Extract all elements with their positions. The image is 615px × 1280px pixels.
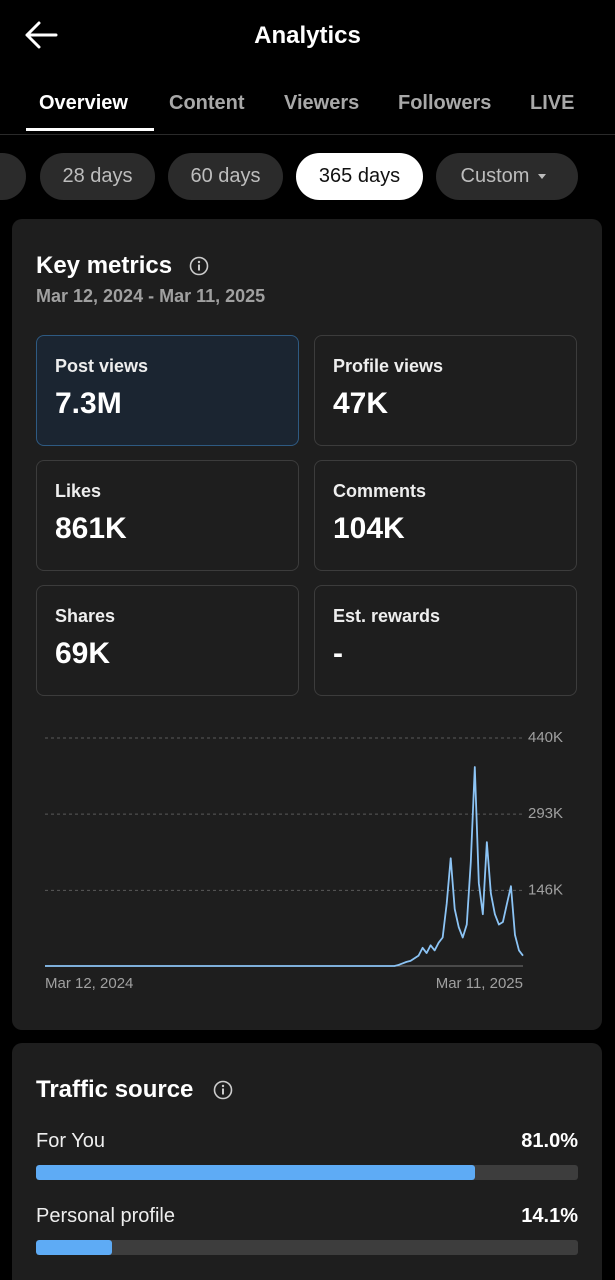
metric-value: 104K: [333, 512, 405, 545]
range-pill[interactable]: Custom: [436, 153, 578, 200]
tab-underline: [26, 128, 154, 131]
bar-track: [36, 1165, 578, 1180]
info-icon[interactable]: [212, 1079, 234, 1101]
metric-label: Comments: [333, 481, 427, 501]
bar: [36, 1165, 476, 1180]
metric-value: 69K: [55, 637, 111, 670]
metric-card[interactable]: Post views 7.3M: [36, 335, 299, 446]
section-title: Traffic source: [36, 1076, 194, 1103]
metric-label: Shares: [55, 606, 116, 626]
metric-card[interactable]: Comments 104K: [314, 460, 577, 571]
tab[interactable]: Overview: [39, 92, 128, 114]
traffic-value: 81.0%: [521, 1130, 578, 1152]
page-title: Analytics: [254, 22, 361, 49]
traffic-label: For You: [36, 1130, 105, 1152]
dropdown-icon: [538, 173, 547, 179]
metric-value: -: [333, 637, 343, 670]
bar-track: [36, 1240, 578, 1255]
range-pill[interactable]: 60 days: [168, 153, 283, 200]
pill-label: Custom: [460, 165, 530, 187]
traffic-value: 14.1%: [521, 1205, 578, 1227]
info-icon[interactable]: [188, 255, 210, 277]
date-range: Mar 12, 2024 - Mar 11, 2025: [36, 286, 266, 306]
y-tick-label: 146K: [528, 881, 563, 898]
metric-value: 7.3M: [55, 387, 122, 420]
chart: 146K 293K 440K Mar 12, 2024 Mar 11, 2025: [45, 729, 563, 992]
traffic-label: Personal profile: [36, 1205, 175, 1227]
metric-value: 47K: [333, 387, 389, 420]
line-series: [45, 766, 524, 967]
range-pill[interactable]: [0, 153, 26, 200]
section-title: Key metrics: [36, 252, 173, 279]
tab[interactable]: LIVE: [530, 92, 575, 114]
metric-label: Est. rewards: [333, 606, 441, 626]
range-pill[interactable]: 28 days: [40, 153, 155, 200]
metric-card[interactable]: Est. rewards -: [314, 585, 577, 696]
x-tick-label: Mar 12, 2024: [45, 975, 133, 992]
back-arrow[interactable]: [24, 20, 60, 50]
bar: [36, 1240, 113, 1255]
y-tick-label: 440K: [528, 729, 563, 746]
metric-label: Post views: [55, 356, 149, 376]
range-pill[interactable]: 365 days: [296, 153, 423, 200]
metric-value: 861K: [55, 512, 127, 545]
metric-card[interactable]: Likes 861K: [36, 460, 299, 571]
metric-card[interactable]: Profile views 47K: [314, 335, 577, 446]
metric-label: Likes: [55, 481, 102, 501]
tab[interactable]: Content: [169, 92, 245, 114]
traffic-card: Traffic source For You 81.0% Personal prof…: [12, 1043, 602, 1280]
metric-label: Profile views: [333, 356, 444, 376]
x-tick-label: Mar 11, 2025: [436, 975, 523, 992]
y-tick-label: 293K: [528, 805, 563, 822]
tab[interactable]: Followers: [398, 92, 492, 114]
tab[interactable]: Viewers: [284, 92, 360, 114]
divider: [0, 134, 615, 135]
metric-card[interactable]: Shares 69K: [36, 585, 299, 696]
key-metrics-card: Key metrics Mar 12, 2024 - Mar 11, 2025 …: [12, 219, 602, 1030]
